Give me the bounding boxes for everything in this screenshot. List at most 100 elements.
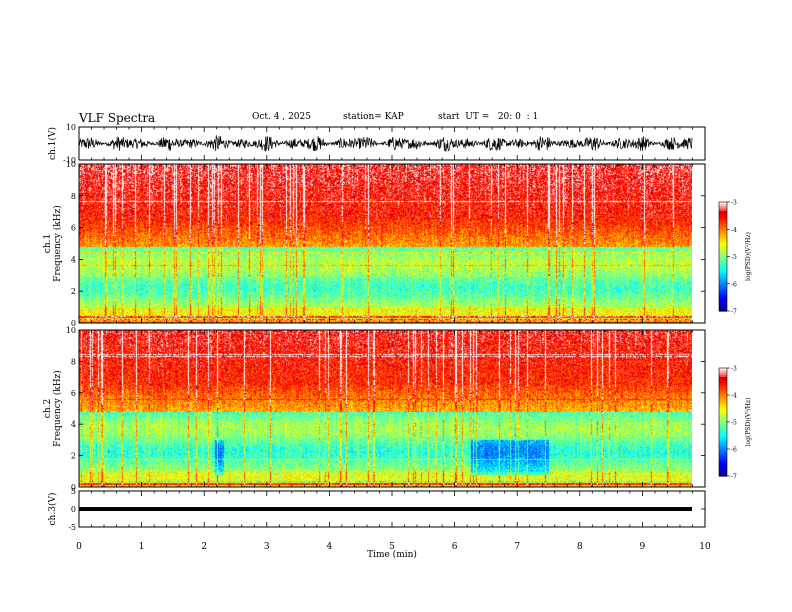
colorbar-cell: [719, 438, 727, 441]
colorbar-cell: [719, 416, 727, 419]
colorbar-cell: [719, 398, 727, 401]
ch1-waveform-axes: 10 -10 ch.1(V): [47, 123, 706, 165]
colorbar-cell: [719, 380, 727, 383]
colorbar-tick-label: -6: [731, 447, 737, 454]
colorbar-cell: [719, 431, 727, 434]
colorbar-cell: [719, 407, 727, 410]
colorbar-cell: [719, 454, 727, 457]
colorbar-cell: [719, 393, 727, 396]
colorbar-cell: [719, 229, 727, 232]
colorbar-cell: [719, 274, 727, 278]
colorbar-cell: [719, 427, 727, 430]
colorbar-cell: [719, 247, 727, 250]
colorbar-cell: [719, 470, 727, 473]
colorbar-cell: [719, 389, 727, 392]
colorbar-cell: [719, 463, 727, 466]
colorbar-cell: [719, 440, 727, 443]
colorbar-cell: [719, 240, 727, 243]
colorbar-cell: [719, 296, 727, 299]
colorbar-cell: [719, 452, 727, 455]
x-axis: 0 1 2 3 4 5 6 7 8 9 10 Time (min): [76, 542, 711, 560]
colorbar-cell: [719, 243, 727, 247]
chart-title: VLF Spectra: [79, 111, 156, 125]
colorbar-cell: [719, 276, 727, 279]
colorbar-cell: [719, 303, 727, 307]
colorbar-tick-label: -5: [731, 254, 737, 261]
colorbar-cell: [719, 251, 727, 254]
colorbar-cell: [719, 413, 727, 416]
ch2-colorbar: -3 -4 -5 -6 -7 log(PSD)(V²/Hz): [718, 366, 752, 481]
colorbar-cell: [719, 258, 727, 261]
x-tick-label: 2: [201, 542, 207, 552]
colorbar-cell: [719, 287, 727, 290]
ch1-spectrogram-image: [79, 164, 692, 323]
colorbar-cell: [719, 269, 727, 272]
colorbar-tick-label: -7: [731, 474, 737, 481]
colorbar-cell: [719, 449, 727, 452]
colorbar-cell: [719, 216, 727, 219]
y-axis-label: ch.2Frequency (kHz): [43, 370, 63, 447]
y-tick-label: 10: [66, 123, 76, 132]
colorbar-cell: [719, 418, 727, 421]
colorbar-cell: [719, 283, 727, 287]
y-axis-label: ch.1(V): [47, 127, 58, 160]
colorbar-cell: [719, 414, 727, 418]
colorbar-cell: [719, 289, 727, 292]
colorbar-cell: [719, 402, 727, 405]
colorbar-cell: [719, 209, 727, 212]
colorbar-cell: [719, 202, 727, 205]
date-label: Oct. 4 , 2025: [252, 112, 311, 122]
colorbar-cell: [719, 386, 727, 389]
colorbar-cell: [719, 221, 727, 225]
colorbar-cell: [719, 245, 727, 249]
colorbar-cell: [719, 395, 727, 398]
colorbar-cell: [719, 260, 727, 263]
colorbar-cell: [719, 447, 727, 450]
ch1-waveform-line: [78, 135, 693, 153]
y-tick-label: 8: [71, 357, 76, 366]
y-tick-label: 0: [71, 505, 76, 514]
colorbar-cell: [719, 371, 727, 374]
colorbar-cell: [719, 434, 727, 437]
y-tick-label: 8: [71, 192, 76, 201]
start-ut-label: start UT = 20: 0 : 1: [438, 112, 539, 122]
colorbar-tick-label: -7: [731, 309, 737, 316]
colorbar-cell: [719, 305, 727, 308]
colorbar-cell: [719, 375, 727, 378]
y-tick-label: 2: [71, 452, 76, 461]
colorbar-cell: [719, 377, 727, 380]
colorbar-cell: [719, 300, 727, 303]
x-tick-label: 7: [514, 542, 520, 552]
colorbar-cell: [719, 291, 727, 294]
colorbar-cell: [719, 232, 727, 236]
colorbar-cell: [719, 252, 727, 256]
colorbar-tick-label: -3: [731, 200, 737, 207]
colorbar-cell: [719, 411, 727, 414]
x-tick-label: 5: [389, 542, 395, 552]
y-tick-label: 0: [71, 483, 76, 492]
ch1-spectrogram-axes: 0 2 4 6 8 10 ch.1Frequency (kHz): [43, 160, 706, 328]
colorbar-cell: [719, 405, 727, 409]
colorbar-cell: [719, 254, 727, 258]
colorbar-cell: [719, 249, 727, 252]
colorbar-cell: [719, 236, 727, 239]
ch1-waveform: [78, 135, 693, 153]
colorbar-label: log(PSD)(V²/Hz): [745, 232, 752, 281]
colorbar-cell: [719, 207, 727, 210]
y-tick-label: 4: [71, 420, 76, 429]
y-tick-label: 6: [71, 389, 76, 398]
colorbar-cell: [719, 292, 727, 296]
colorbar-cell: [719, 378, 727, 382]
colorbar-cell: [719, 467, 727, 470]
colorbar-cell: [719, 227, 727, 230]
y-axis-label: ch.3(V): [47, 493, 58, 526]
x-tick-label: 10: [699, 542, 711, 552]
colorbar-cell: [719, 441, 727, 445]
colorbar-cell: [719, 422, 727, 425]
colorbar-cell: [719, 369, 727, 373]
colorbar-cell: [719, 468, 727, 472]
colorbar-cell: [719, 461, 727, 464]
colorbar-cell: [719, 205, 727, 209]
y-tick-label: 4: [71, 255, 76, 264]
colorbar-cell: [719, 265, 727, 268]
